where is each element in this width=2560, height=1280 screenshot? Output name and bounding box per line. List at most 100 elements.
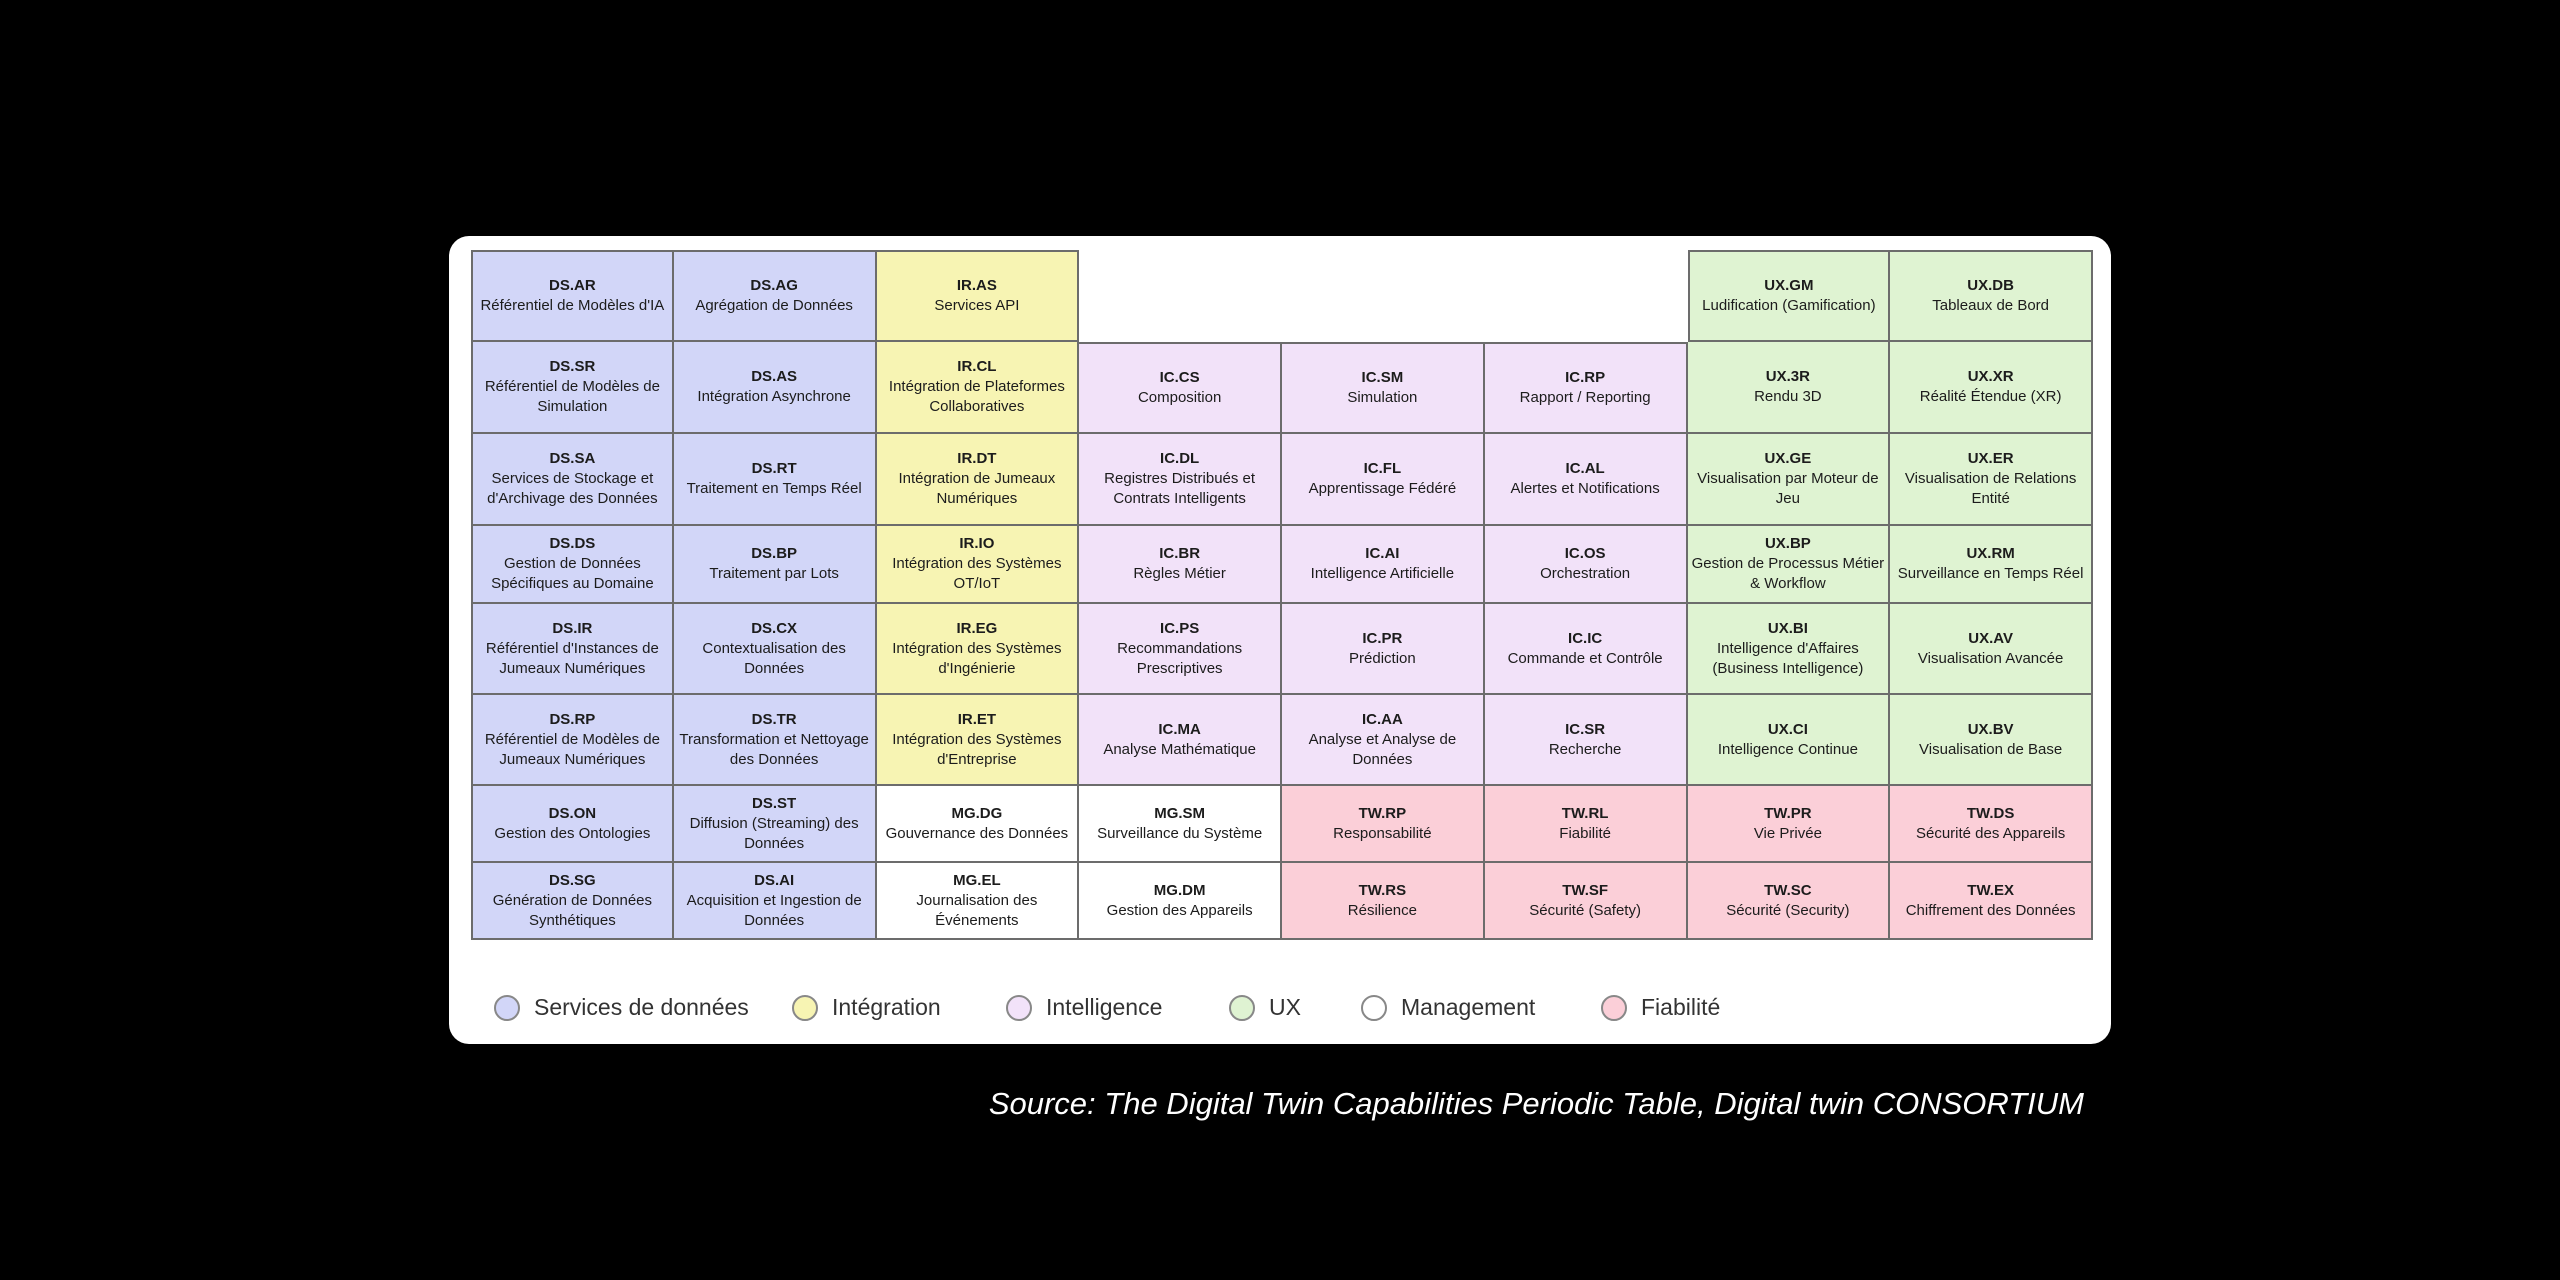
capability-code: UX.3R <box>1765 368 1810 385</box>
capability-name: Journalisation des Événements <box>916 891 1038 929</box>
legend-label: Management <box>1401 994 1536 1020</box>
capability-code: IC.BR <box>1159 545 1201 562</box>
capability-code: IC.FL <box>1363 460 1402 477</box>
capability-cell-tw-sc: TW.SC Sécurité (Security) <box>1687 863 1891 940</box>
legend-item-mg: Management <box>1361 994 1535 1021</box>
capability-name: Intégration de Jumeaux Numériques <box>898 470 1056 507</box>
capability-cell-tw-sf: TW.SF Sécurité (Safety) <box>1484 863 1688 940</box>
capability-cell-ux-xr: UX.XR Réalité Étendue (XR) <box>1890 342 2093 434</box>
capability-name: Responsabilité <box>1333 824 1432 842</box>
capability-cell-ic-al: IC.AL Alertes et Notifications <box>1484 434 1688 526</box>
capability-cell-mg-el: MG.EL Journalisation des Événements <box>876 863 1080 940</box>
legend-swatch <box>1601 994 1627 1021</box>
capability-cell-ds-ag: DS.AG Agrégation de Données <box>673 250 877 342</box>
capability-code: DS.DS <box>549 535 596 552</box>
capability-code: MG.SM <box>1154 804 1206 822</box>
capability-code: UX.BI <box>1767 619 1808 637</box>
capability-cell-ic-pr: IC.PR Prédiction <box>1282 604 1485 695</box>
capability-name: Transformation et Nettoyage des Données <box>679 730 869 768</box>
capability-cell-ds-ir: DS.IR Référentiel d'Instances de Jumeaux … <box>471 604 674 695</box>
capability-cell-ic-ma: IC.MA Analyse Mathématique <box>1079 695 1282 786</box>
capability-code: TW.SF <box>1562 881 1609 899</box>
capability-cell-ux-rm: UX.RM Surveillance en Temps Réel <box>1890 526 2093 604</box>
capability-cell-ic-cs: IC.CS Composition <box>1079 342 1282 434</box>
capability-code: DS.AI <box>754 871 795 889</box>
capability-name: Services de Stockage et d'Archivage des … <box>487 470 658 507</box>
capability-cell-tw-ex: TW.EX Chiffrement des Données <box>1890 863 2093 940</box>
capability-code: UX.CI <box>1767 720 1808 738</box>
capability-name: Fiabilité <box>1559 824 1611 842</box>
capability-name: Intégration des Systèmes OT/IoT <box>892 555 1062 592</box>
capability-name: Résilience <box>1347 901 1417 919</box>
capability-code: IC.PR <box>1362 629 1403 647</box>
capability-cell-ds-on: DS.ON Gestion des Ontologies <box>471 786 674 863</box>
capability-name: Simulation <box>1347 389 1418 406</box>
capability-code: DS.RP <box>549 710 596 728</box>
capability-name: Acquisition et Ingestion de Données <box>686 891 862 929</box>
capability-cell-tw-rp: TW.RP Responsabilité <box>1282 786 1485 863</box>
capability-code: TW.RL <box>1561 804 1609 822</box>
capability-code: DS.SA <box>549 450 596 467</box>
capability-name: Vie Privée <box>1753 824 1822 842</box>
capability-name: Gouvernance des Données <box>885 824 1069 842</box>
capability-name: Gestion de Processus Métier & Workflow <box>1691 555 1885 592</box>
capability-code: IC.AA <box>1361 710 1403 728</box>
capability-code: IR.AS <box>956 277 997 294</box>
capability-cell-ir-as: IR.AS Services API <box>876 250 1080 342</box>
capability-name: Recherche <box>1548 740 1622 758</box>
capability-name: Commande et Contrôle <box>1507 649 1663 667</box>
capability-code: DS.AR <box>549 277 596 294</box>
legend-swatch <box>1006 994 1032 1021</box>
capability-name: Contextualisation des Données <box>702 639 846 677</box>
capability-code: IR.EG <box>956 619 998 637</box>
capability-code: TW.EX <box>1967 881 2014 899</box>
capability-code: IR.ET <box>957 710 997 728</box>
capability-code: DS.TR <box>751 710 797 728</box>
capability-code: UX.BP <box>1764 535 1811 552</box>
capability-cell-ic-sm: IC.SM Simulation <box>1282 342 1485 434</box>
capability-cell-ic-br: IC.BR Règles Métier <box>1079 526 1282 604</box>
capability-code: IC.MA <box>1158 720 1201 738</box>
capability-name: Intégration Asynchrone <box>697 388 851 405</box>
capability-name: Orchestration <box>1540 565 1631 582</box>
capability-code: UX.DB <box>1967 277 2014 294</box>
capability-name: Référentiel de Modèles de Simulation <box>484 378 660 415</box>
capability-name: Recommandations Prescriptives <box>1117 639 1243 677</box>
capability-name: Surveillance du Système <box>1097 824 1263 842</box>
legend-label: Services de données <box>534 994 749 1020</box>
capability-code: IC.SM <box>1361 369 1404 386</box>
capability-name: Visualisation Avancée <box>1917 649 2064 667</box>
capability-name: Analyse et Analyse de Données <box>1308 730 1457 768</box>
capability-name: Intégration de Plateformes Collaborative… <box>888 378 1065 415</box>
capability-name: Visualisation de Relations Entité <box>1904 470 2077 507</box>
capability-name: Intégration des Systèmes d'Entreprise <box>892 730 1062 768</box>
capability-code: IC.DL <box>1160 450 1200 467</box>
capability-code: DS.SG <box>549 871 596 889</box>
capability-name: Analyse Mathématique <box>1103 740 1256 758</box>
capability-code: IC.SR <box>1565 720 1606 738</box>
capability-cell-ir-dt: IR.DT Intégration de Jumeaux Numériques <box>876 434 1080 526</box>
capability-cell-ds-sg: DS.SG Génération de Données Synthétiques <box>471 863 674 940</box>
capability-cell-ic-ic: IC.IC Commande et Contrôle <box>1484 604 1688 695</box>
capability-name: Sécurité des Appareils <box>1915 824 2066 842</box>
capability-name: Apprentissage Fédéré <box>1308 480 1457 497</box>
capability-name: Tableaux de Bord <box>1932 297 2049 314</box>
capability-code: IC.IC <box>1568 629 1603 647</box>
legend-label: Intégration <box>832 994 941 1020</box>
source-caption: Source: The Digital Twin Capabilities Pe… <box>988 1086 2084 1121</box>
capability-name: Règles Métier <box>1133 565 1226 582</box>
capability-cell-ux-bv: UX.BV Visualisation de Base <box>1890 695 2093 786</box>
capability-code: IR.IO <box>959 535 995 552</box>
capability-cell-ds-ai: DS.AI Acquisition et Ingestion de Données <box>673 863 877 940</box>
capability-name: Prédiction <box>1349 649 1416 667</box>
legend-item-ds: Services de données <box>494 994 749 1021</box>
capability-name: Réalité Étendue (XR) <box>1919 388 2062 405</box>
capability-cell-ds-ar: DS.AR Référentiel de Modèles d'IA <box>471 250 674 342</box>
capability-code: UX.BV <box>1967 720 2014 738</box>
capabilities-grid: DS.AR Référentiel de Modèles d'IA DS.AG Agr… <box>471 250 2093 940</box>
capability-name: Génération de Données Synthétiques <box>492 891 653 929</box>
capability-cell-ir-cl: IR.CL Intégration de Plateformes Collabor… <box>876 342 1080 434</box>
capability-name: Sécurité (Safety) <box>1529 901 1641 919</box>
capability-cell-ds-ds: DS.DS Gestion de Données Spécifiques au D… <box>471 526 674 604</box>
capability-name: Diffusion (Streaming) des Données <box>689 814 859 852</box>
